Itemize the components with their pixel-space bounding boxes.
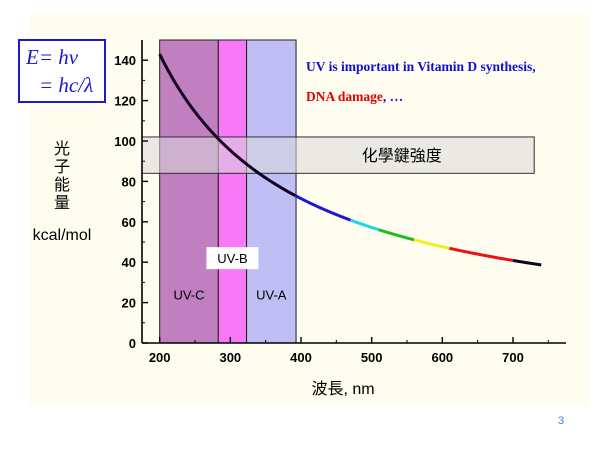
curve-visible-segment-1 (294, 194, 351, 222)
y-label-char: 光 (54, 140, 70, 158)
curve-visible-segment-5 (449, 246, 514, 262)
axes: 0 20 40 60 80 100 120 140 200 300 400 500 600 700 (114, 40, 566, 365)
y-tick-label: 20 (122, 296, 136, 311)
region-labels: UV-C UV-B UV-A (173, 247, 287, 303)
annotation-vitamin-d: UV is important in Vitamin D synthesis, (306, 59, 536, 74)
uv-regions (159, 39, 297, 344)
x-tick-label: 500 (361, 350, 383, 365)
y-tick-label: 80 (122, 174, 136, 189)
y-label-char: 量 (54, 195, 70, 212)
y-tick-label: 40 (122, 255, 136, 270)
energy-curve (158, 53, 542, 267)
y-tick-label: 0 (129, 336, 136, 351)
x-tick-label: 700 (502, 350, 524, 365)
curve-ir-segment (512, 258, 542, 267)
curve-uv-segment (158, 53, 297, 197)
y-label-char: 能 (54, 176, 70, 194)
x-tick-label: 300 (219, 350, 241, 365)
region-label-uv-c: UV-C (173, 288, 204, 303)
bond-band-rect (141, 136, 535, 174)
y-label-char: 子 (54, 158, 70, 176)
annotation-dna-damage-red: DNA damage (306, 89, 383, 104)
x-tick-label: 400 (290, 350, 312, 365)
y-tick-label: 100 (114, 134, 136, 149)
curve-visible-segment-2 (349, 218, 380, 232)
page-number: 3 (558, 415, 564, 427)
region-uv-b (217, 39, 248, 344)
region-label-uv-a: UV-A (256, 288, 287, 303)
bond-strength-band: 化學鍵強度 (141, 136, 535, 174)
x-axis-label: 波長, nm (311, 380, 374, 398)
region-label-uv-b: UV-B (217, 251, 247, 266)
region-label-bg-uv-b (206, 247, 259, 270)
formula-line-2: = hc/λ (39, 73, 93, 97)
curve-visible-segment-3 (378, 228, 415, 242)
annotation-dna-damage-rest: , … (383, 89, 403, 104)
annotation-dna-damage: DNA damage, … (306, 89, 403, 104)
content-panel (30, 14, 590, 406)
bond-band-label: 化學鍵強度 (362, 147, 442, 165)
x-tick-label: 200 (149, 350, 171, 365)
formula-box (18, 39, 106, 103)
y-axis-unit: kcal/mol (33, 227, 92, 244)
y-tick-label: 140 (114, 53, 136, 68)
y-tick-label: 120 (114, 94, 136, 109)
region-uv-a (246, 39, 297, 344)
x-tick-label: 600 (431, 350, 453, 365)
chart: 化學鍵強度 0 20 40 60 80 100 120 140 200 300 400 500 600 7… (114, 39, 566, 365)
formula-line-1: E= hν (25, 45, 79, 69)
y-tick-label: 60 (122, 215, 136, 230)
curve-visible-segment-4 (413, 238, 450, 250)
